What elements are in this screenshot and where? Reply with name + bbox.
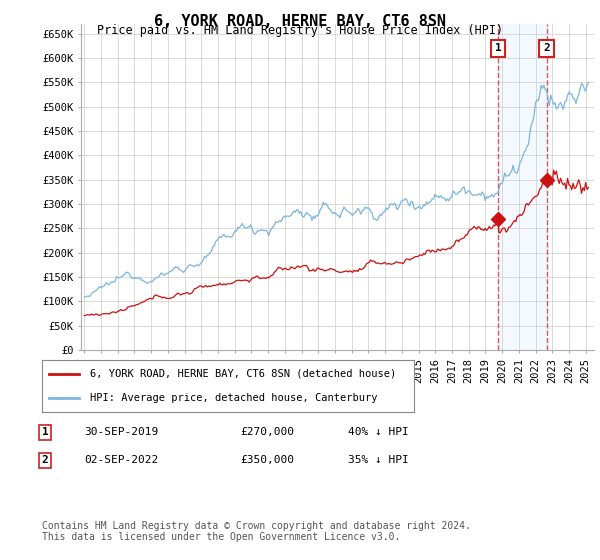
Text: 1: 1 [41,427,49,437]
Text: Contains HM Land Registry data © Crown copyright and database right 2024.
This d: Contains HM Land Registry data © Crown c… [42,521,471,543]
Text: 35% ↓ HPI: 35% ↓ HPI [348,455,409,465]
Text: HPI: Average price, detached house, Canterbury: HPI: Average price, detached house, Cant… [91,393,378,403]
Text: 6, YORK ROAD, HERNE BAY, CT6 8SN (detached house): 6, YORK ROAD, HERNE BAY, CT6 8SN (detach… [91,369,397,379]
Text: 1: 1 [494,44,501,53]
Bar [498,24,547,350]
Text: Price paid vs. HM Land Registry's House Price Index (HPI): Price paid vs. HM Land Registry's House … [97,24,503,37]
Text: 30-SEP-2019: 30-SEP-2019 [84,427,158,437]
Text: £270,000: £270,000 [240,427,294,437]
Text: £350,000: £350,000 [240,455,294,465]
Text: 2: 2 [544,44,550,53]
Text: 6, YORK ROAD, HERNE BAY, CT6 8SN: 6, YORK ROAD, HERNE BAY, CT6 8SN [154,14,446,29]
Text: 2: 2 [41,455,49,465]
Text: 40% ↓ HPI: 40% ↓ HPI [348,427,409,437]
Text: 02-SEP-2022: 02-SEP-2022 [84,455,158,465]
